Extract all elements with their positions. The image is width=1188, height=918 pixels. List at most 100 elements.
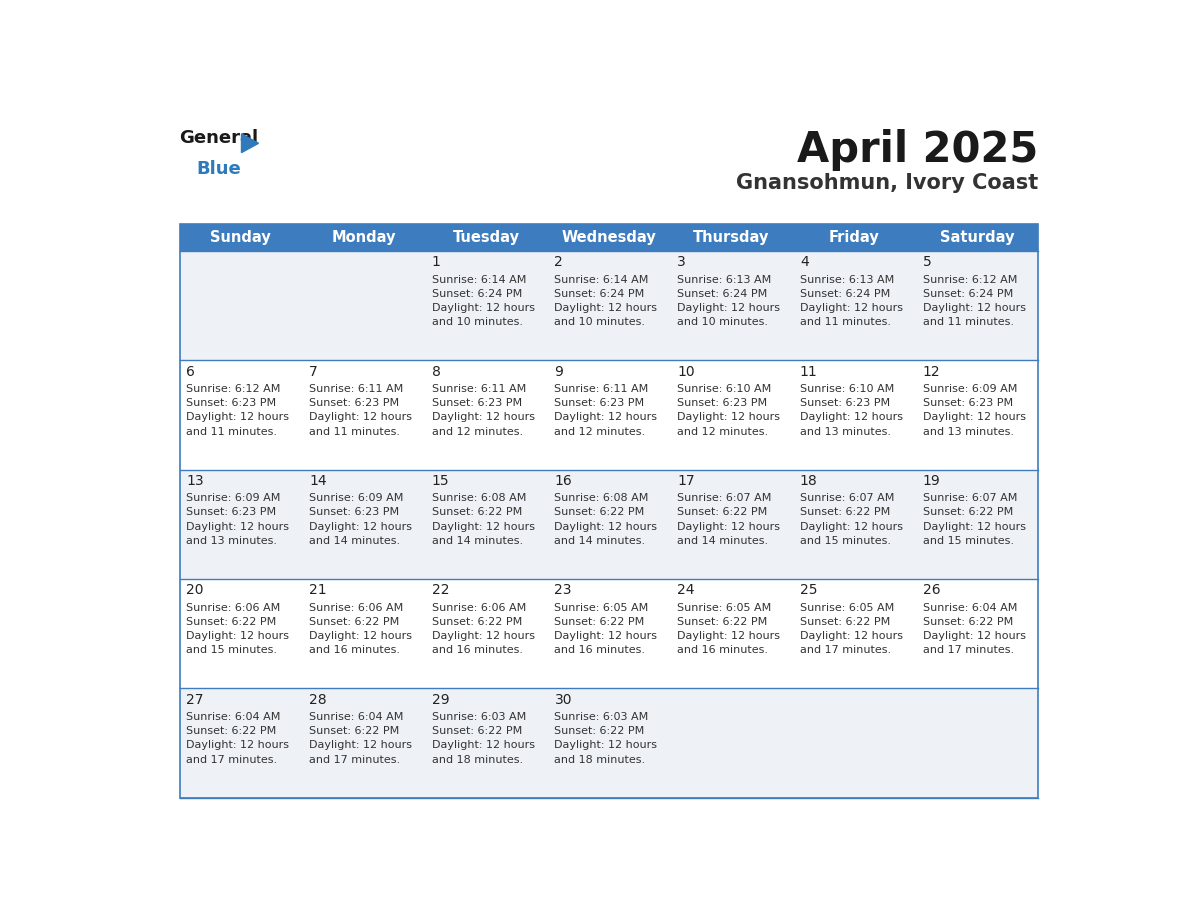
Text: Monday: Monday: [331, 230, 396, 245]
Text: Sunset: 6:24 PM: Sunset: 6:24 PM: [677, 289, 767, 298]
Text: and 14 minutes.: and 14 minutes.: [555, 536, 645, 546]
Text: Sunset: 6:23 PM: Sunset: 6:23 PM: [800, 398, 890, 409]
Text: and 18 minutes.: and 18 minutes.: [431, 755, 523, 765]
Text: Daylight: 12 hours: Daylight: 12 hours: [555, 741, 657, 750]
Text: Sunrise: 6:11 AM: Sunrise: 6:11 AM: [431, 384, 526, 394]
Text: Sunrise: 6:14 AM: Sunrise: 6:14 AM: [431, 274, 526, 285]
Text: Daylight: 12 hours: Daylight: 12 hours: [431, 741, 535, 750]
Text: 16: 16: [555, 474, 573, 488]
Text: Sunrise: 6:06 AM: Sunrise: 6:06 AM: [431, 602, 526, 612]
Text: Daylight: 12 hours: Daylight: 12 hours: [309, 741, 412, 750]
Text: Daylight: 12 hours: Daylight: 12 hours: [923, 631, 1025, 641]
Text: and 14 minutes.: and 14 minutes.: [309, 536, 400, 546]
Text: Sunrise: 6:12 AM: Sunrise: 6:12 AM: [923, 274, 1017, 285]
Text: Sunrise: 6:04 AM: Sunrise: 6:04 AM: [187, 712, 280, 722]
Text: Daylight: 12 hours: Daylight: 12 hours: [800, 303, 903, 313]
Text: Sunset: 6:23 PM: Sunset: 6:23 PM: [555, 398, 645, 409]
Text: and 12 minutes.: and 12 minutes.: [431, 427, 523, 437]
Text: 21: 21: [309, 583, 327, 598]
Text: and 17 minutes.: and 17 minutes.: [187, 755, 278, 765]
Text: Sunrise: 6:06 AM: Sunrise: 6:06 AM: [187, 602, 280, 612]
Text: Daylight: 12 hours: Daylight: 12 hours: [923, 303, 1025, 313]
Text: Sunrise: 6:10 AM: Sunrise: 6:10 AM: [800, 384, 895, 394]
Text: 10: 10: [677, 364, 695, 378]
Text: 27: 27: [187, 693, 204, 707]
Text: Blue: Blue: [196, 161, 241, 178]
Text: Sunset: 6:22 PM: Sunset: 6:22 PM: [677, 508, 767, 518]
Text: Sunset: 6:22 PM: Sunset: 6:22 PM: [555, 508, 645, 518]
Text: 9: 9: [555, 364, 563, 378]
Text: 11: 11: [800, 364, 817, 378]
Bar: [179, 224, 1038, 251]
Text: Daylight: 12 hours: Daylight: 12 hours: [677, 631, 781, 641]
Bar: [179, 361, 1038, 470]
Text: 20: 20: [187, 583, 204, 598]
Text: Daylight: 12 hours: Daylight: 12 hours: [923, 412, 1025, 422]
Text: Sunrise: 6:03 AM: Sunrise: 6:03 AM: [431, 712, 526, 722]
Text: Sunrise: 6:07 AM: Sunrise: 6:07 AM: [800, 493, 895, 503]
Text: Sunset: 6:22 PM: Sunset: 6:22 PM: [923, 617, 1012, 627]
Text: Sunset: 6:22 PM: Sunset: 6:22 PM: [555, 726, 645, 736]
Text: 3: 3: [677, 255, 685, 269]
Text: Sunset: 6:22 PM: Sunset: 6:22 PM: [555, 617, 645, 627]
Text: and 12 minutes.: and 12 minutes.: [555, 427, 645, 437]
Text: Daylight: 12 hours: Daylight: 12 hours: [555, 303, 657, 313]
Text: Daylight: 12 hours: Daylight: 12 hours: [309, 521, 412, 532]
Text: Daylight: 12 hours: Daylight: 12 hours: [555, 631, 657, 641]
Bar: [179, 470, 1038, 579]
Text: 25: 25: [800, 583, 817, 598]
Text: Friday: Friday: [829, 230, 879, 245]
Text: Daylight: 12 hours: Daylight: 12 hours: [309, 412, 412, 422]
Text: 30: 30: [555, 693, 571, 707]
Text: Sunset: 6:23 PM: Sunset: 6:23 PM: [187, 508, 277, 518]
Text: Daylight: 12 hours: Daylight: 12 hours: [555, 412, 657, 422]
Text: 22: 22: [431, 583, 449, 598]
Text: Sunset: 6:23 PM: Sunset: 6:23 PM: [923, 398, 1012, 409]
Text: Sunrise: 6:12 AM: Sunrise: 6:12 AM: [187, 384, 280, 394]
Text: Daylight: 12 hours: Daylight: 12 hours: [431, 631, 535, 641]
Text: and 12 minutes.: and 12 minutes.: [677, 427, 769, 437]
Text: and 16 minutes.: and 16 minutes.: [677, 645, 769, 655]
Text: Sunrise: 6:09 AM: Sunrise: 6:09 AM: [309, 493, 404, 503]
Text: Sunrise: 6:04 AM: Sunrise: 6:04 AM: [309, 712, 404, 722]
Text: Daylight: 12 hours: Daylight: 12 hours: [800, 412, 903, 422]
Text: Saturday: Saturday: [940, 230, 1015, 245]
Text: and 15 minutes.: and 15 minutes.: [923, 536, 1013, 546]
Text: Sunset: 6:23 PM: Sunset: 6:23 PM: [677, 398, 767, 409]
Text: and 13 minutes.: and 13 minutes.: [800, 427, 891, 437]
Text: Sunset: 6:23 PM: Sunset: 6:23 PM: [309, 508, 399, 518]
Text: Sunrise: 6:09 AM: Sunrise: 6:09 AM: [187, 493, 280, 503]
Text: and 15 minutes.: and 15 minutes.: [187, 645, 278, 655]
Text: Sunrise: 6:10 AM: Sunrise: 6:10 AM: [677, 384, 771, 394]
Text: and 11 minutes.: and 11 minutes.: [923, 318, 1013, 328]
Text: 19: 19: [923, 474, 940, 488]
Text: 29: 29: [431, 693, 449, 707]
Text: Daylight: 12 hours: Daylight: 12 hours: [309, 631, 412, 641]
Text: Sunrise: 6:08 AM: Sunrise: 6:08 AM: [431, 493, 526, 503]
Text: Daylight: 12 hours: Daylight: 12 hours: [187, 631, 290, 641]
Text: 24: 24: [677, 583, 695, 598]
Text: Wednesday: Wednesday: [562, 230, 656, 245]
Text: Daylight: 12 hours: Daylight: 12 hours: [187, 741, 290, 750]
Text: 26: 26: [923, 583, 940, 598]
Text: 1: 1: [431, 255, 441, 269]
Text: Sunset: 6:22 PM: Sunset: 6:22 PM: [923, 508, 1012, 518]
Text: Sunrise: 6:05 AM: Sunrise: 6:05 AM: [555, 602, 649, 612]
Text: Sunrise: 6:11 AM: Sunrise: 6:11 AM: [555, 384, 649, 394]
Text: Daylight: 12 hours: Daylight: 12 hours: [187, 521, 290, 532]
Text: and 11 minutes.: and 11 minutes.: [187, 427, 278, 437]
Text: 15: 15: [431, 474, 449, 488]
Text: 8: 8: [431, 364, 441, 378]
Text: Sunset: 6:24 PM: Sunset: 6:24 PM: [800, 289, 890, 298]
Text: 4: 4: [800, 255, 809, 269]
Text: and 14 minutes.: and 14 minutes.: [677, 536, 769, 546]
Text: Sunrise: 6:07 AM: Sunrise: 6:07 AM: [923, 493, 1017, 503]
Text: 23: 23: [555, 583, 571, 598]
Text: and 13 minutes.: and 13 minutes.: [923, 427, 1013, 437]
Text: Sunrise: 6:04 AM: Sunrise: 6:04 AM: [923, 602, 1017, 612]
Text: and 17 minutes.: and 17 minutes.: [309, 755, 400, 765]
Text: Sunset: 6:23 PM: Sunset: 6:23 PM: [309, 398, 399, 409]
Bar: [179, 688, 1038, 798]
Text: Daylight: 12 hours: Daylight: 12 hours: [677, 521, 781, 532]
Text: Sunrise: 6:13 AM: Sunrise: 6:13 AM: [800, 274, 895, 285]
